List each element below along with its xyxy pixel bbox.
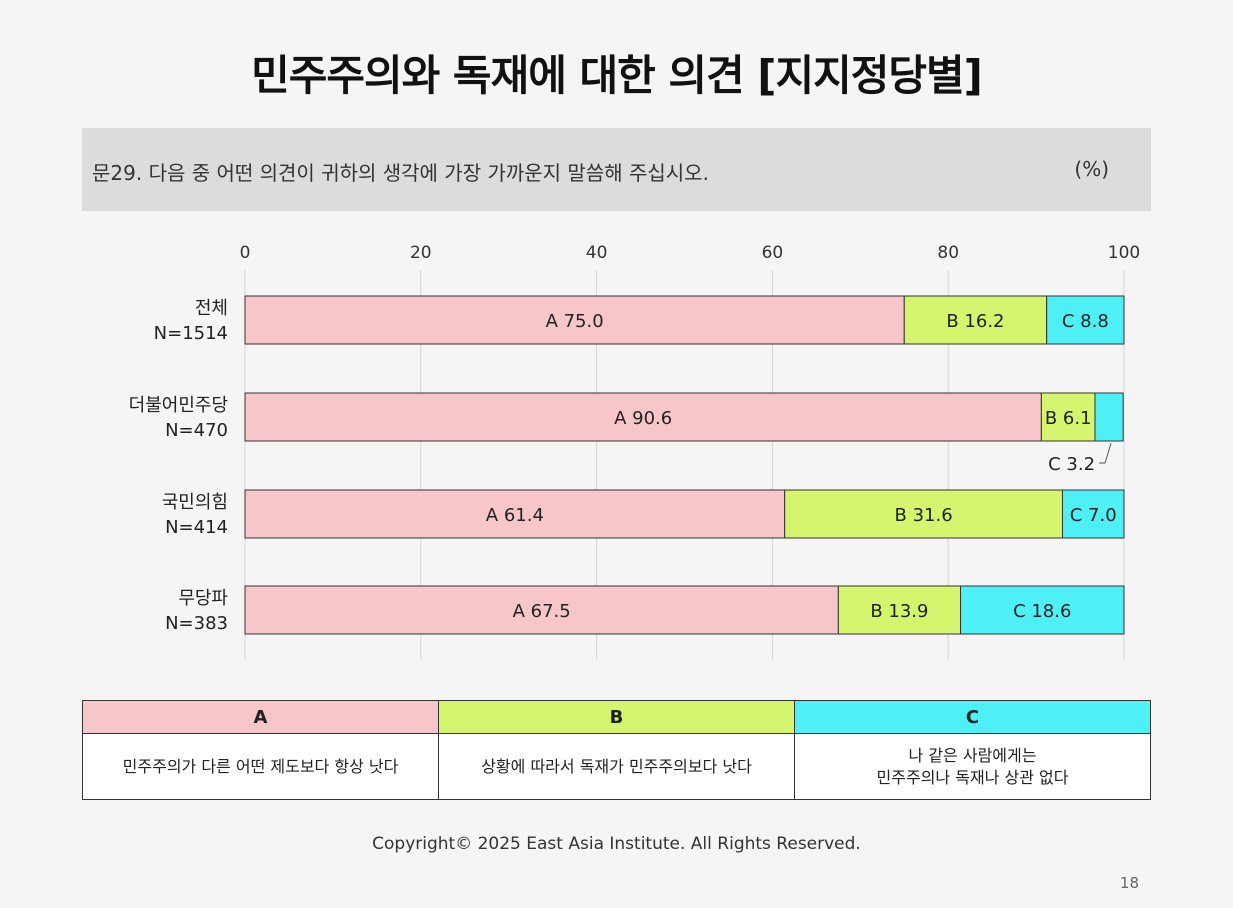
legend-header-b: B — [438, 699, 795, 735]
category-n-label: N=1514 — [154, 323, 228, 344]
bar-a — [244, 489, 786, 539]
stacked-bar-chart: 0 20 40 60 80 100 전체 N=1514 A 75.0 B 16.2 C 8.8 더불어… — [129, 243, 1140, 660]
legend-table: A B C 민주주의가 다른 어떤 제도보다 항상 낫다 상황에 따라서 독재가… — [82, 699, 1151, 800]
bar-c — [1046, 295, 1125, 345]
bar-b — [1040, 392, 1096, 442]
bar-label: A 75.0 — [546, 311, 604, 332]
question-box: 문29. 다음 중 어떤 의견이 귀하의 생각에 가장 가까운지 말씀해 주십시… — [82, 128, 1151, 211]
category-label: 무당파 — [178, 588, 228, 609]
category-label: 더불어민주당 — [129, 395, 228, 416]
legend-header-c: C — [794, 699, 1151, 735]
category-label: 국민의힘 — [162, 492, 228, 513]
bar-label: B 16.2 — [946, 311, 1004, 332]
bar-label: B 6.1 — [1045, 408, 1092, 429]
category-label: 전체 — [195, 298, 228, 319]
x-tick-label: 0 — [240, 243, 251, 263]
page-number: 18 — [1119, 874, 1139, 892]
unit-label: (%) — [1074, 157, 1109, 181]
legend-description-a: 민주주의가 다른 어떤 제도보다 항상 낫다 — [82, 733, 439, 800]
bar-label: A 67.5 — [513, 601, 571, 622]
bar-a — [244, 585, 839, 635]
category-n-label: N=470 — [165, 420, 228, 441]
bar-b — [784, 489, 1063, 539]
bar-c — [1061, 489, 1125, 539]
page-title: 민주주의와 독재에 대한 의견 [지지정당별] — [251, 51, 983, 100]
bar-label: A 61.4 — [486, 505, 544, 526]
callout-line — [1099, 442, 1112, 464]
x-tick-label: 40 — [586, 243, 608, 263]
legend-description-b: 상황에 따라서 독재가 민주주의보다 낫다 — [438, 733, 795, 800]
bar-label: C 8.8 — [1062, 311, 1109, 332]
bar-label: C 18.6 — [1013, 601, 1071, 622]
legend-description-c: 나 같은 사람에게는 민주주의나 독재나 상관 없다 — [794, 733, 1151, 800]
bar-a — [244, 295, 905, 345]
x-tick-label: 60 — [762, 243, 784, 263]
bar-label: C 7.0 — [1070, 505, 1117, 526]
category-n-label: N=383 — [165, 613, 228, 634]
x-tick-label: 20 — [410, 243, 432, 263]
x-tick-label: 100 — [1108, 243, 1140, 263]
x-tick-label: 80 — [937, 243, 959, 263]
question-text: 문29. 다음 중 어떤 의견이 귀하의 생각에 가장 가까운지 말씀해 주십시… — [92, 161, 709, 185]
bar-label: B 13.9 — [870, 601, 928, 622]
legend-header-a: A — [82, 699, 439, 735]
bar-a — [244, 392, 1042, 442]
bar-b — [837, 585, 962, 635]
bar-label: A 90.6 — [614, 408, 672, 429]
category-n-label: N=414 — [165, 517, 228, 538]
copyright-text: Copyright© 2025 East Asia Institute. All… — [372, 834, 861, 854]
bar-c — [960, 585, 1125, 635]
bar-c — [1094, 392, 1124, 442]
bar-label: C 3.2 — [1048, 454, 1095, 475]
bar-label: B 31.6 — [895, 505, 953, 526]
